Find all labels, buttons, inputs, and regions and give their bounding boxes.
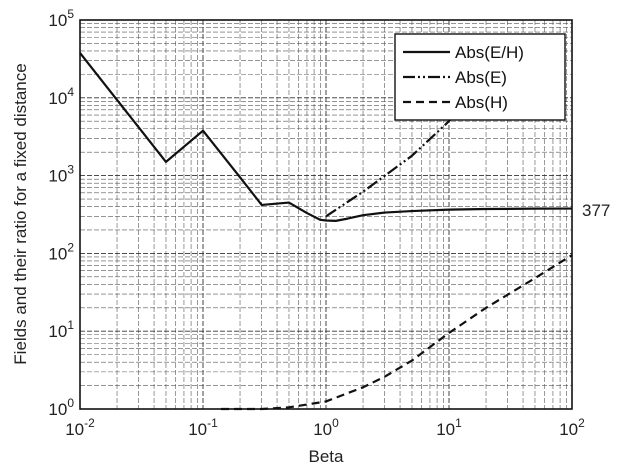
y-axis-label: Fields and their ratio for a fixed dista… <box>11 63 30 364</box>
series-line-3 <box>220 254 573 411</box>
y-tick-labels: 100 101 102 103 104 105 <box>48 7 74 419</box>
x-tick-label: 102 <box>559 416 585 439</box>
x-tick-label: 10-2 <box>65 416 95 439</box>
y-tick-label: 102 <box>48 240 74 263</box>
x-tick-label: 100 <box>313 416 339 439</box>
x-tick-label: 10-1 <box>188 416 218 439</box>
legend-label-2: Abs(E) <box>455 68 507 87</box>
y-tick-label: 103 <box>48 163 74 186</box>
legend-item-3: Abs(H) <box>403 93 508 112</box>
y-tick-label: 101 <box>48 318 74 341</box>
plot-frame <box>79 19 573 410</box>
x-axis-label: Beta <box>309 447 345 466</box>
legend-item-2: Abs(E) <box>403 68 507 87</box>
y-tick-label: 105 <box>48 7 74 30</box>
y-tick-label: 104 <box>48 85 74 108</box>
annotation-377: 377 <box>582 201 610 220</box>
x-tick-labels: 10-2 10-1 100 101 102 <box>65 416 585 439</box>
legend-label-3: Abs(H) <box>455 93 508 112</box>
series-line-1 <box>79 52 573 222</box>
legend-label-1: Abs(E/H) <box>455 43 524 62</box>
legend: Abs(E/H) Abs(E) Abs(H) <box>394 33 566 121</box>
y-tick-label: 100 <box>48 396 74 419</box>
x-tick-label: 101 <box>436 416 462 439</box>
legend-item-1: Abs(E/H) <box>403 43 524 62</box>
